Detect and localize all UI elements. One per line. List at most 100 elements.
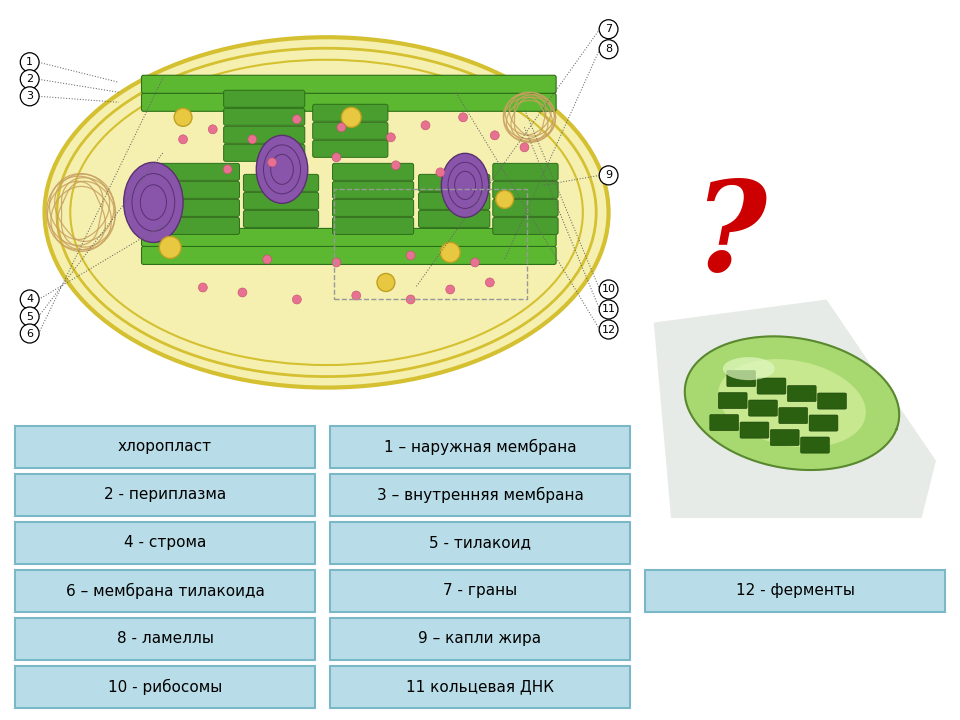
Polygon shape [654, 300, 936, 518]
FancyBboxPatch shape [224, 108, 304, 125]
Text: 7: 7 [605, 24, 612, 35]
Circle shape [486, 278, 494, 287]
Text: 8: 8 [605, 44, 612, 54]
FancyBboxPatch shape [419, 210, 490, 228]
Circle shape [199, 283, 207, 292]
Circle shape [238, 288, 247, 297]
Text: хлоропласт: хлоропласт [118, 439, 212, 454]
Text: 1 – наружная мембрана: 1 – наружная мембрана [384, 438, 576, 455]
FancyBboxPatch shape [332, 217, 414, 235]
Circle shape [342, 107, 361, 127]
Text: 9 – капли жира: 9 – капли жира [419, 631, 541, 647]
FancyBboxPatch shape [492, 181, 558, 199]
Text: 3: 3 [26, 91, 34, 102]
FancyBboxPatch shape [224, 126, 304, 143]
FancyBboxPatch shape [141, 94, 556, 112]
FancyBboxPatch shape [15, 570, 315, 612]
Circle shape [599, 40, 618, 59]
FancyBboxPatch shape [313, 104, 388, 121]
Ellipse shape [723, 357, 775, 380]
FancyBboxPatch shape [492, 217, 558, 235]
Circle shape [406, 295, 415, 304]
FancyBboxPatch shape [155, 217, 239, 235]
Text: 1: 1 [26, 58, 34, 67]
FancyBboxPatch shape [313, 140, 388, 158]
Circle shape [377, 274, 395, 292]
FancyBboxPatch shape [332, 181, 414, 199]
Circle shape [20, 53, 39, 72]
FancyBboxPatch shape [155, 163, 239, 181]
Circle shape [599, 300, 618, 319]
Ellipse shape [44, 37, 609, 387]
Circle shape [332, 153, 341, 162]
FancyBboxPatch shape [330, 618, 630, 660]
Text: 12: 12 [602, 325, 615, 335]
Circle shape [441, 243, 460, 263]
Text: 7 - граны: 7 - граны [443, 583, 517, 598]
FancyBboxPatch shape [313, 122, 388, 140]
FancyBboxPatch shape [330, 474, 630, 516]
Text: 5: 5 [26, 312, 34, 322]
Text: 12 - ферменты: 12 - ферменты [735, 583, 854, 598]
FancyBboxPatch shape [419, 192, 490, 210]
FancyBboxPatch shape [492, 163, 558, 181]
Circle shape [248, 135, 256, 144]
FancyBboxPatch shape [244, 174, 319, 192]
FancyBboxPatch shape [779, 408, 807, 423]
Circle shape [20, 70, 39, 89]
Circle shape [337, 123, 346, 132]
Circle shape [599, 320, 618, 339]
Text: 4: 4 [26, 294, 34, 305]
Text: 8 - ламеллы: 8 - ламеллы [116, 631, 213, 647]
FancyBboxPatch shape [709, 415, 738, 431]
Circle shape [520, 143, 529, 152]
FancyBboxPatch shape [330, 570, 630, 612]
Text: 6 – мембрана тилакоида: 6 – мембрана тилакоида [65, 582, 264, 599]
FancyBboxPatch shape [224, 144, 304, 161]
Circle shape [20, 290, 39, 309]
Text: 6: 6 [26, 328, 34, 338]
Circle shape [445, 285, 455, 294]
Circle shape [268, 158, 276, 167]
FancyBboxPatch shape [492, 199, 558, 217]
Circle shape [470, 258, 479, 267]
Circle shape [599, 19, 618, 39]
Circle shape [20, 324, 39, 343]
Circle shape [406, 251, 415, 260]
Circle shape [421, 121, 430, 130]
FancyBboxPatch shape [818, 393, 847, 409]
Text: 5 - тилакоид: 5 - тилакоид [429, 535, 531, 550]
FancyBboxPatch shape [645, 570, 945, 612]
FancyBboxPatch shape [809, 415, 838, 431]
FancyBboxPatch shape [740, 422, 769, 438]
Circle shape [491, 131, 499, 140]
Circle shape [599, 166, 618, 185]
Circle shape [223, 165, 232, 174]
FancyBboxPatch shape [332, 199, 414, 217]
FancyBboxPatch shape [801, 437, 829, 453]
FancyBboxPatch shape [727, 371, 756, 387]
Text: 11 кольцевая ДНК: 11 кольцевая ДНК [406, 680, 554, 695]
FancyBboxPatch shape [141, 228, 556, 246]
Text: 10: 10 [602, 284, 615, 294]
FancyBboxPatch shape [330, 666, 630, 708]
Text: 11: 11 [602, 305, 615, 315]
Text: ?: ? [693, 176, 766, 297]
Circle shape [293, 295, 301, 304]
Circle shape [263, 255, 272, 264]
Polygon shape [684, 336, 900, 470]
FancyBboxPatch shape [787, 385, 816, 402]
FancyBboxPatch shape [15, 666, 315, 708]
FancyBboxPatch shape [15, 474, 315, 516]
FancyBboxPatch shape [15, 426, 315, 468]
Circle shape [459, 113, 468, 122]
FancyBboxPatch shape [244, 192, 319, 210]
Circle shape [387, 132, 396, 142]
Circle shape [332, 258, 341, 267]
Polygon shape [719, 360, 865, 446]
FancyBboxPatch shape [155, 181, 239, 199]
FancyBboxPatch shape [757, 378, 786, 394]
Circle shape [159, 236, 181, 258]
Circle shape [599, 280, 618, 299]
Circle shape [208, 125, 217, 134]
